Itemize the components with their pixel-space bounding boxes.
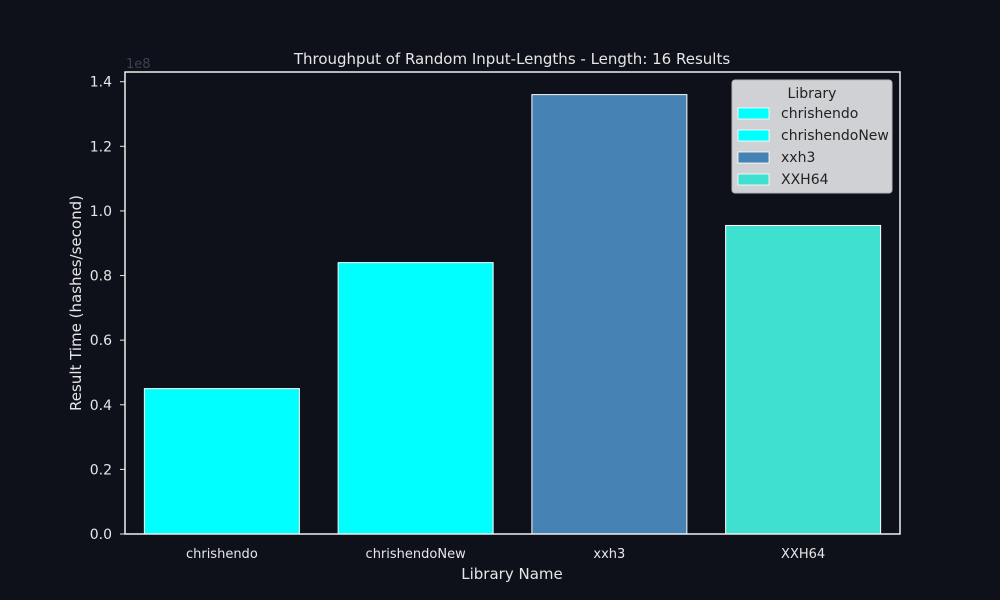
x-ticks-group: chrishendo chrishendoNew xxh3 XXH64 <box>186 547 825 562</box>
legend-entries: chrishendo chrishendoNew xxh3 XXH64 <box>737 106 889 188</box>
y-tick-label: 1.4 <box>90 75 112 91</box>
y-offset-label: 1e8 <box>126 57 151 72</box>
x-tick-label-xxh3: xxh3 <box>593 547 625 562</box>
y-tick-label: 1.0 <box>90 204 112 220</box>
y-ticks-group: 0.0 0.2 0.4 0.6 0.8 1.0 1.2 1.4 <box>90 75 125 543</box>
y-tick-label: 0.8 <box>90 269 112 285</box>
legend-label: chrishendo <box>781 106 858 122</box>
legend-label: chrishendoNew <box>781 128 889 144</box>
x-tick-label-chrishendo: chrishendo <box>186 547 258 562</box>
plot-frame <box>124 71 901 535</box>
y-tick-label: 0.4 <box>90 398 112 414</box>
bar-chrishendo <box>143 388 300 535</box>
y-tick-label: 1.2 <box>90 139 112 155</box>
y-axis-label: Result Time (hashes/second) <box>67 195 85 411</box>
legend-swatch <box>737 107 770 120</box>
legend-swatch <box>737 129 770 142</box>
y-tick-label: 0.2 <box>90 462 112 478</box>
legend-box <box>731 79 893 194</box>
legend: Library chrishendo chrishendoNew xxh3 XXH64 <box>731 79 893 194</box>
y-tick-label: 0.0 <box>90 527 112 543</box>
bar-XXH64 <box>725 224 882 535</box>
chart-title: Throughput of Random Input-Lengths - Len… <box>293 50 731 68</box>
x-tick-label-XXH64: XXH64 <box>781 547 825 562</box>
legend-swatch <box>737 173 770 186</box>
bars-group <box>143 94 882 535</box>
legend-swatch <box>737 151 770 164</box>
legend-label: XXH64 <box>781 172 829 188</box>
x-tick-label-chrishendoNew: chrishendoNew <box>366 547 467 562</box>
x-axis-label: Library Name <box>461 565 562 583</box>
legend-label: xxh3 <box>781 150 815 166</box>
bar-chrishendoNew <box>337 262 494 535</box>
y-tick-label: 0.6 <box>90 333 112 349</box>
legend-title: Library <box>788 86 837 102</box>
bar-xxh3 <box>531 94 688 535</box>
